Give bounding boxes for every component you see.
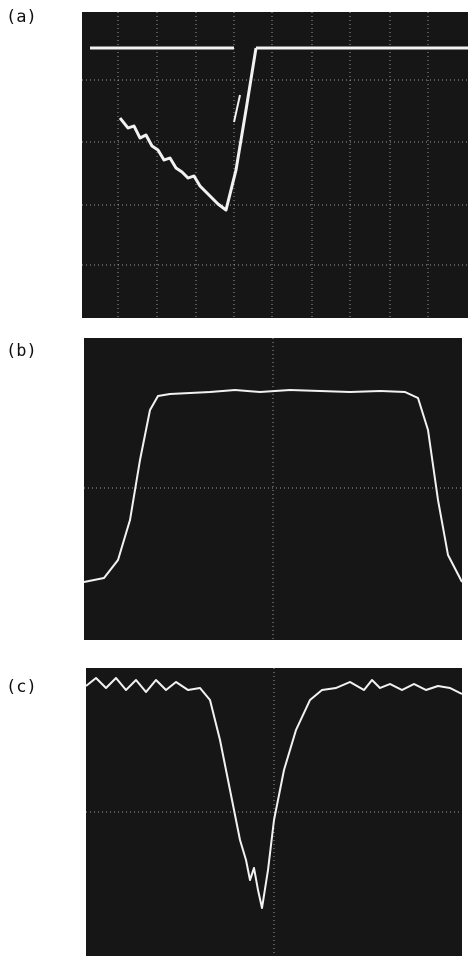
page: {"panels": [{"label": "(a)"}, {"label": … [0, 0, 468, 956]
panel-label: (c) [6, 677, 37, 697]
scope-screen [82, 12, 468, 318]
panel-label: (a) [6, 7, 37, 27]
panel-label: (b) [6, 341, 37, 361]
figure: (a) (b) (c) [0, 0, 468, 956]
